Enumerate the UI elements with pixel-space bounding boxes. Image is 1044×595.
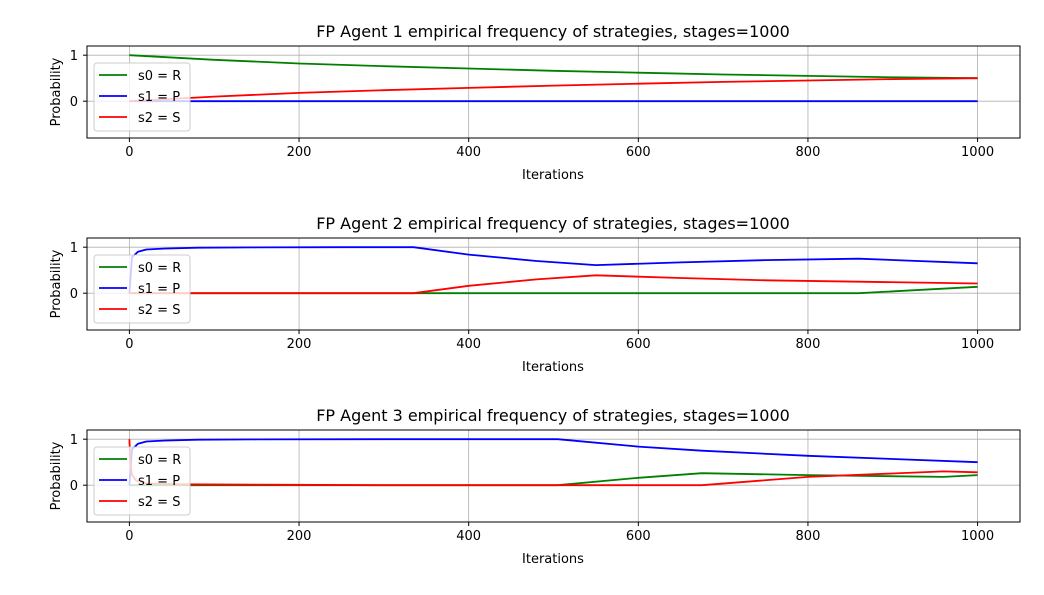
x-tick-label: 800 bbox=[796, 529, 821, 544]
legend-entry-label: s1 = P bbox=[138, 90, 180, 105]
y-axis-label: Probability bbox=[49, 57, 64, 126]
series-line bbox=[129, 77, 978, 103]
legend-box bbox=[93, 62, 191, 132]
ticks: 0 200 400 600 800 1000 0 1 bbox=[70, 433, 994, 544]
legend-entry-label: s1 = P bbox=[138, 282, 180, 297]
y-tick-label: 1 bbox=[70, 49, 78, 64]
series-lines bbox=[129, 54, 978, 103]
chart-title: FP Agent 2 empirical frequency of strate… bbox=[316, 214, 790, 233]
chart-title: FP Agent 1 empirical frequency of strate… bbox=[316, 22, 790, 41]
x-axis-label: Iterations bbox=[522, 360, 584, 375]
legend: s0 = R s1 = P s2 = S bbox=[93, 62, 191, 132]
y-tick-label: 0 bbox=[70, 479, 78, 494]
y-tick-label: 0 bbox=[70, 95, 78, 110]
x-axis-label: Iterations bbox=[522, 168, 584, 183]
y-tick-label: 1 bbox=[70, 433, 78, 448]
legend: s0 = R s1 = P s2 = S bbox=[93, 254, 191, 324]
legend-entry-label: s2 = S bbox=[138, 495, 180, 510]
legend-entry-label: s0 = R bbox=[138, 453, 181, 468]
chart-panel-2: FP Agent 2 empirical frequency of strate… bbox=[49, 214, 1021, 375]
series-line bbox=[128, 438, 978, 486]
legend: s0 = R s1 = P s2 = S bbox=[93, 446, 191, 516]
x-tick-label: 0 bbox=[125, 337, 133, 352]
series-lines bbox=[128, 246, 978, 295]
legend-entry-label: s0 = R bbox=[138, 69, 181, 84]
ticks: 0 200 400 600 800 1000 0 1 bbox=[70, 241, 994, 352]
x-tick-label: 0 bbox=[125, 145, 133, 160]
x-tick-label: 800 bbox=[796, 145, 821, 160]
legend-entry-label: s0 = R bbox=[138, 261, 181, 276]
series-line bbox=[129, 54, 978, 80]
x-tick-label: 400 bbox=[456, 145, 481, 160]
x-tick-label: 1000 bbox=[961, 145, 994, 160]
y-axis-label: Probability bbox=[49, 441, 64, 510]
chart-panel-3: FP Agent 3 empirical frequency of strate… bbox=[49, 406, 1021, 567]
x-tick-label: 200 bbox=[287, 145, 312, 160]
series-line bbox=[128, 246, 978, 294]
x-tick-label: 1000 bbox=[961, 337, 994, 352]
chart-title: FP Agent 3 empirical frequency of strate… bbox=[316, 406, 790, 425]
chart-panel-1: FP Agent 1 empirical frequency of strate… bbox=[49, 22, 1021, 183]
ticks: 0 200 400 600 800 1000 0 1 bbox=[70, 49, 994, 160]
x-axis-label: Iterations bbox=[522, 552, 584, 567]
legend-entry-label: s2 = S bbox=[138, 111, 180, 126]
x-tick-label: 200 bbox=[287, 337, 312, 352]
y-tick-label: 0 bbox=[70, 287, 78, 302]
x-tick-label: 600 bbox=[626, 337, 651, 352]
legend-entry-label: s2 = S bbox=[138, 303, 180, 318]
legend-box bbox=[93, 254, 191, 324]
x-tick-label: 600 bbox=[626, 529, 651, 544]
y-axis-label: Probability bbox=[49, 249, 64, 318]
x-tick-label: 800 bbox=[796, 337, 821, 352]
x-tick-label: 0 bbox=[125, 529, 133, 544]
plot-frame bbox=[86, 429, 1021, 523]
plot-frame bbox=[86, 237, 1021, 331]
series-line bbox=[129, 274, 978, 295]
x-tick-label: 400 bbox=[456, 529, 481, 544]
y-tick-label: 1 bbox=[70, 241, 78, 256]
x-tick-label: 200 bbox=[287, 529, 312, 544]
x-tick-label: 1000 bbox=[961, 529, 994, 544]
legend-entry-label: s1 = P bbox=[138, 474, 180, 489]
x-tick-label: 400 bbox=[456, 337, 481, 352]
plot-frame bbox=[86, 45, 1021, 139]
legend-box bbox=[93, 446, 191, 516]
x-tick-label: 600 bbox=[626, 145, 651, 160]
